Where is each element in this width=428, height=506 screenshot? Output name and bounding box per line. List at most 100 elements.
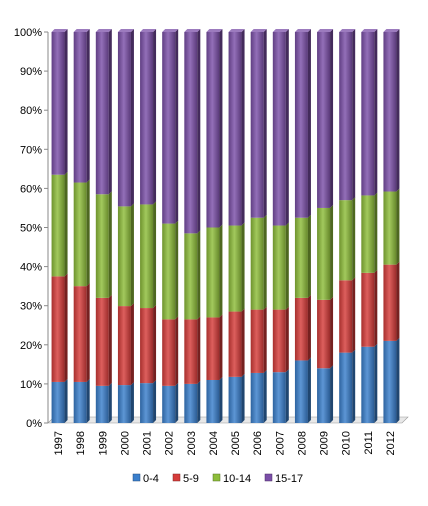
y-tick-label: 70% [20, 144, 42, 156]
bar-segment [294, 214, 311, 298]
bar-front [361, 272, 375, 347]
y-tick-label: 60% [20, 183, 42, 195]
y-tick-label: 100% [14, 27, 42, 39]
bar-side [263, 29, 267, 218]
x-tick-label: 2012 [385, 431, 397, 455]
bar-front [51, 32, 65, 175]
y-tick-label: 10% [20, 379, 42, 391]
bar-side [153, 29, 157, 205]
bar-segment [250, 369, 267, 423]
bar-segment [228, 222, 245, 312]
x-tick-label: 2009 [319, 431, 331, 455]
bar-segment [250, 29, 267, 218]
bar-segment [294, 294, 311, 361]
bar-side [130, 203, 134, 307]
bar-front [228, 376, 242, 423]
bar-front [317, 368, 331, 423]
bar-side [108, 29, 112, 195]
bar-top [73, 29, 90, 32]
legend-item: 0-4 [132, 473, 159, 485]
bar-side [330, 296, 334, 369]
bar-segment [383, 261, 400, 341]
bar-segment [361, 192, 378, 273]
bar-side [285, 29, 289, 226]
bar-segment [339, 197, 356, 281]
bar-segment [361, 29, 378, 196]
bar-segment [361, 343, 378, 423]
bar-side [374, 269, 378, 347]
y-tick-label: 30% [20, 301, 42, 313]
y-tick-label: 50% [20, 223, 42, 235]
bar-side [396, 188, 400, 265]
bar-front [117, 32, 131, 207]
x-tick-label: 1997 [53, 431, 65, 455]
bar-top [383, 29, 400, 32]
bar-front [361, 32, 375, 196]
bar-side [153, 201, 157, 309]
bar-side [64, 29, 68, 175]
bar-side [64, 171, 68, 277]
legend-label: 5-9 [183, 473, 199, 485]
bar-front [383, 191, 397, 265]
bar-front [206, 379, 220, 423]
bar-segment [250, 214, 267, 310]
bar-segment [51, 171, 68, 277]
bar-segment [228, 373, 245, 423]
bar-side [285, 306, 289, 373]
bar-segment [228, 308, 245, 377]
bar-front [339, 200, 353, 281]
x-tick-label: 2011 [363, 431, 375, 455]
bar-front [228, 32, 242, 226]
bar-segment [294, 357, 311, 423]
bar-segment [95, 382, 112, 423]
bar-side [396, 337, 400, 423]
bar-side [352, 197, 356, 281]
bar-side [197, 316, 201, 384]
bar-side [197, 380, 201, 423]
bar-front [184, 32, 198, 234]
bar-segment [184, 230, 201, 320]
bar-front [228, 225, 242, 312]
bar-segment [317, 204, 334, 300]
bar-front [140, 32, 154, 205]
bar-side [219, 376, 223, 423]
bar-front [206, 32, 220, 228]
bar-side [64, 378, 68, 423]
bar-side [153, 305, 157, 384]
x-tick-label: 2007 [274, 431, 286, 455]
bar-side [175, 382, 179, 423]
bar-front [339, 352, 353, 423]
bar-side [352, 29, 356, 201]
bar-side [241, 222, 245, 312]
bar-side [307, 357, 311, 423]
bar-front [140, 308, 154, 384]
legend-swatch [212, 473, 221, 482]
bar-front [317, 207, 331, 300]
legend-item: 15-17 [264, 473, 303, 485]
bar-front [95, 297, 109, 386]
bar-segment [250, 306, 267, 373]
bar-side [153, 380, 157, 423]
bar-segment [339, 349, 356, 423]
bar-top [162, 29, 179, 32]
bar-top [317, 29, 334, 32]
bar-top [250, 29, 267, 32]
bar-side [374, 192, 378, 273]
bar-front [206, 317, 220, 380]
x-tick-label: 1999 [97, 431, 109, 455]
bar-front [250, 309, 264, 373]
x-tick-label: 2003 [186, 431, 198, 455]
bar-front [73, 32, 87, 183]
bar-side [396, 261, 400, 341]
bar-side [108, 191, 112, 298]
bar-segment [361, 269, 378, 347]
bar-front [317, 299, 331, 369]
bar-front [51, 381, 65, 423]
bar-front [51, 174, 65, 277]
bar-side [86, 283, 90, 382]
bar-front [184, 233, 198, 320]
bar-segment [272, 369, 289, 423]
bar-top [361, 29, 378, 32]
bar-segment [294, 29, 311, 218]
bar-top [117, 29, 134, 32]
